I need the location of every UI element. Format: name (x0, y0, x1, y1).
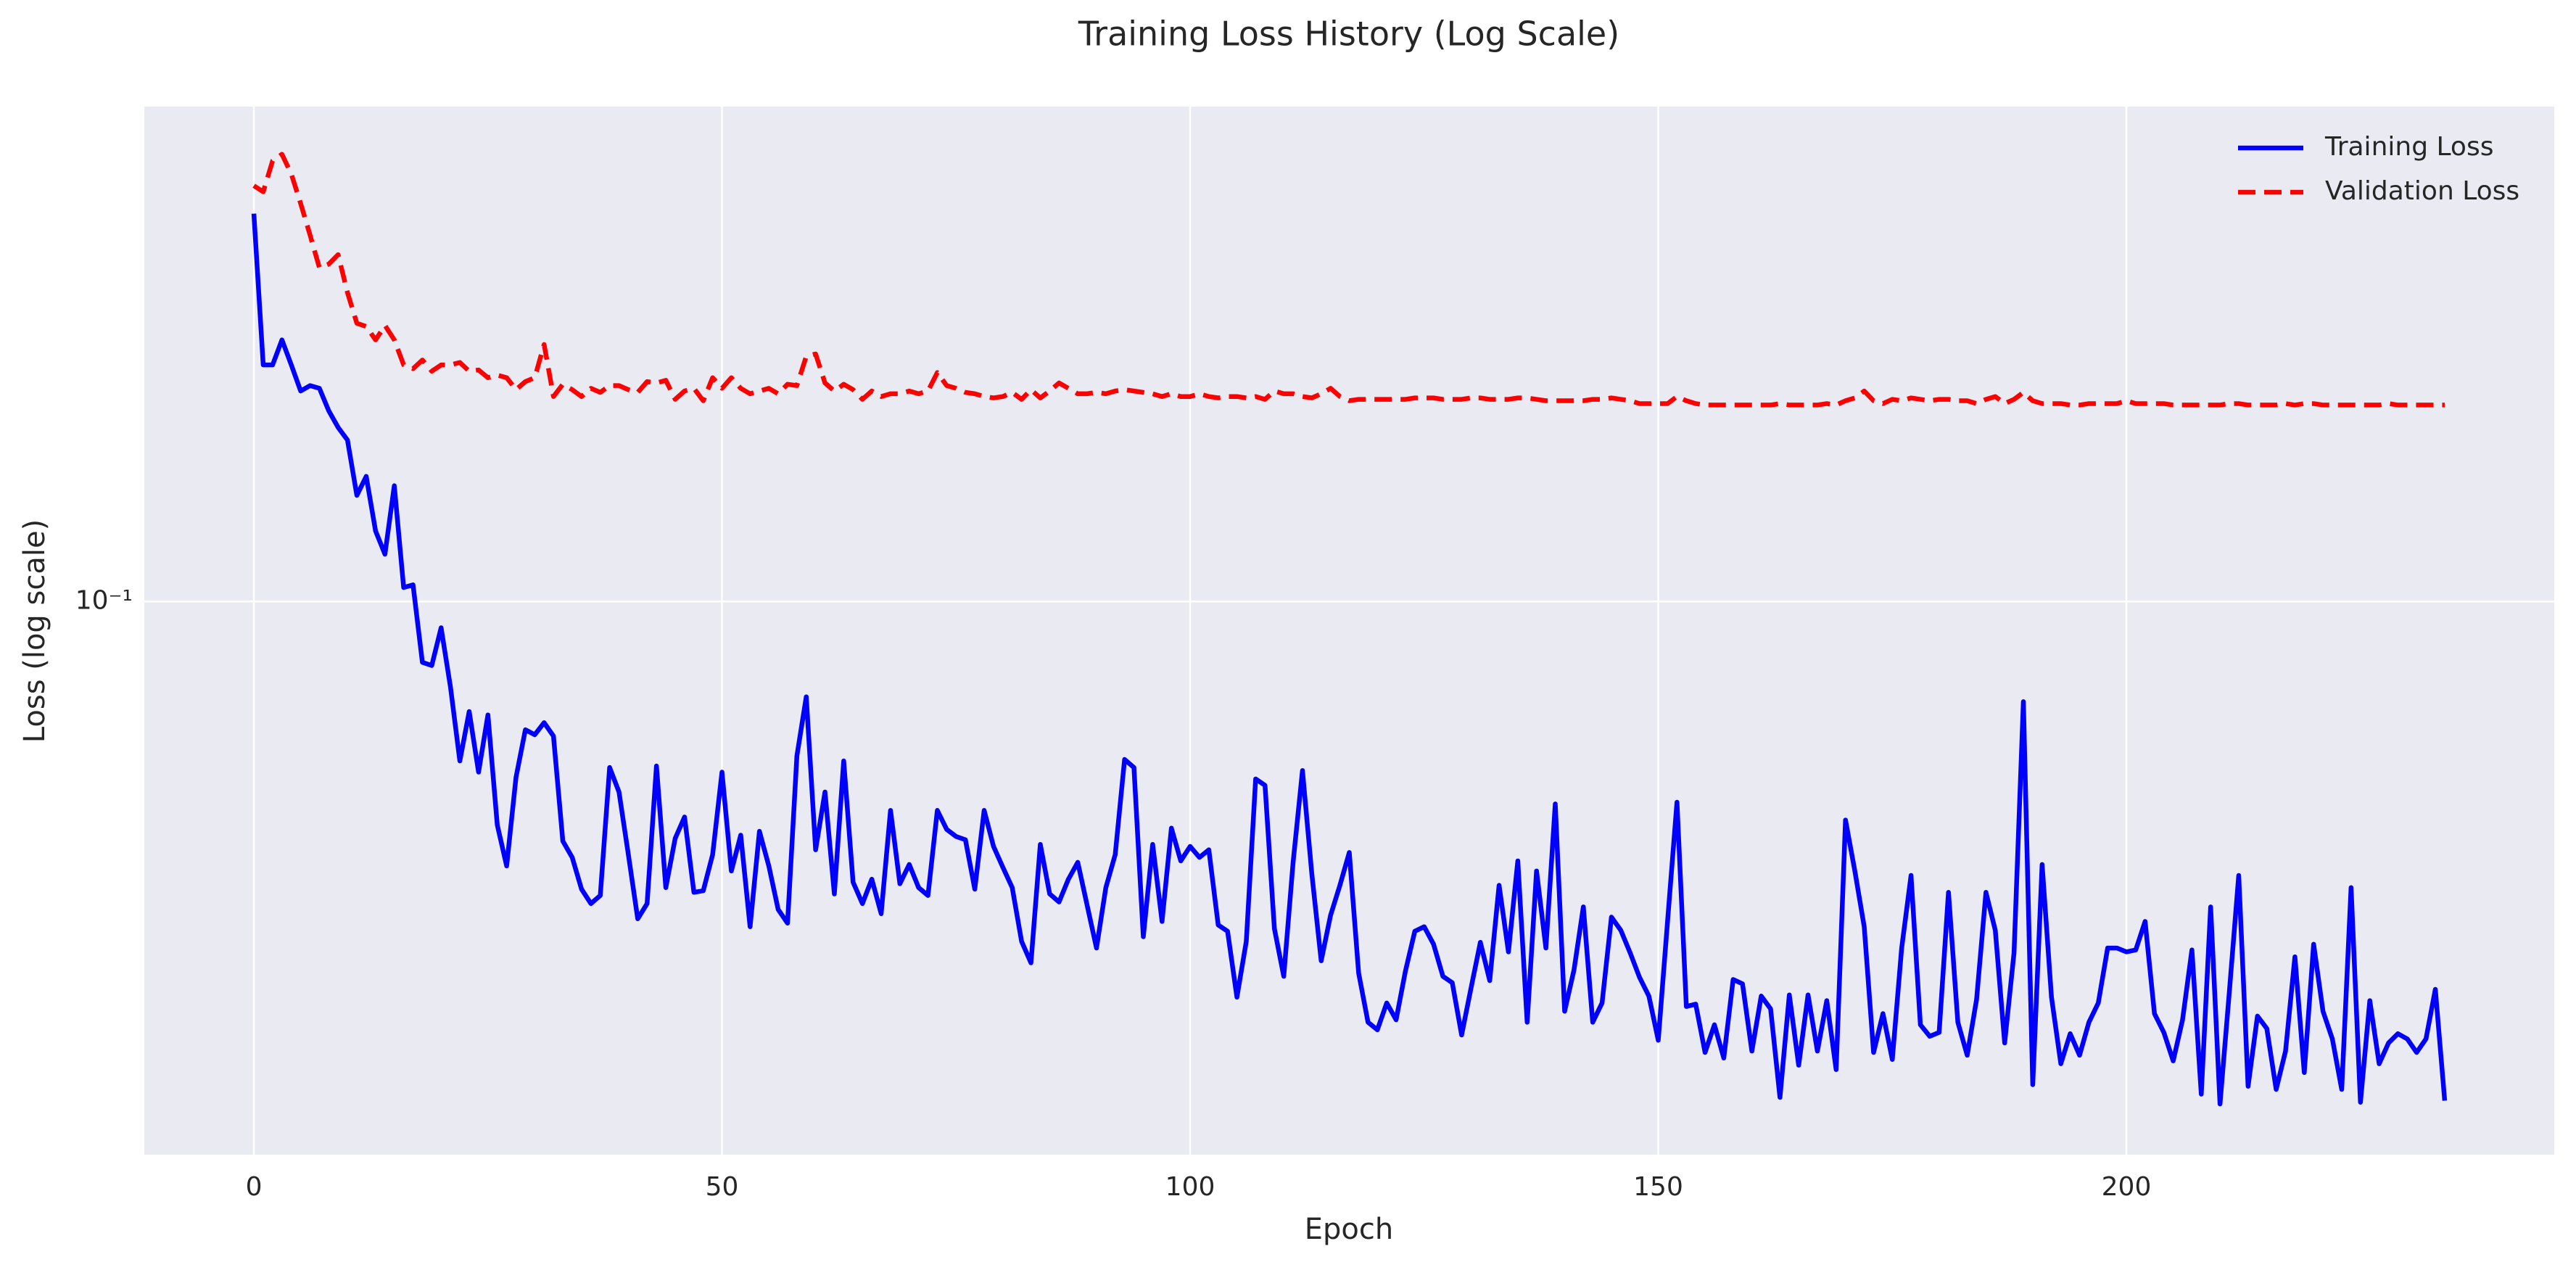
x-tick-label: 200 (2102, 1172, 2152, 1202)
y-axis-label: Loss (log scale) (18, 519, 51, 743)
lines (251, 152, 2448, 1107)
x-tick-label: 50 (706, 1172, 739, 1202)
x-tick-label: 0 (246, 1172, 263, 1202)
legend: Training Loss Validation Loss (2238, 132, 2519, 206)
y-tick-label: 10⁻¹ (75, 585, 133, 615)
legend-label: Training Loss (2324, 132, 2493, 162)
x-axis-label: Epoch (1305, 1213, 1393, 1246)
series-line (251, 213, 2448, 1107)
x-tick-label: 150 (1633, 1172, 1683, 1202)
grid (144, 107, 2554, 1155)
chart-title: Training Loss History (Log Scale) (1078, 15, 1619, 54)
legend-label: Validation Loss (2325, 176, 2519, 206)
x-tick-label: 100 (1165, 1172, 1215, 1202)
series-line (252, 152, 2445, 408)
